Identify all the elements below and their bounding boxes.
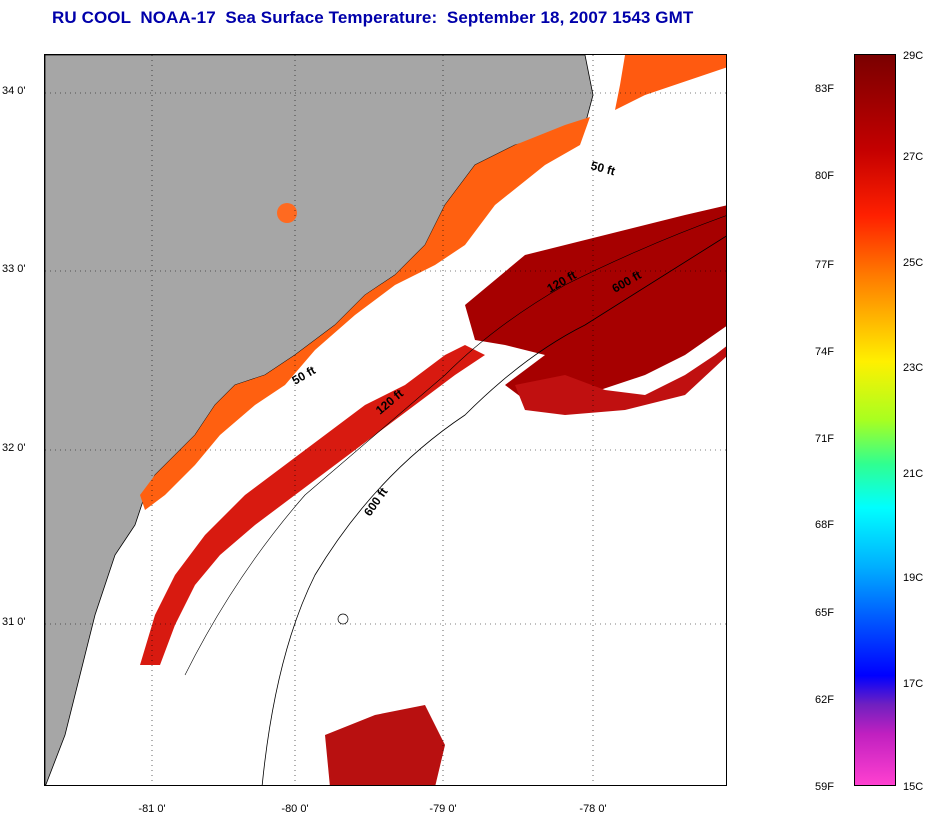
colorbar-label-71F: 71F: [815, 433, 834, 445]
colorbar-label-68F: 68F: [815, 519, 834, 531]
offshore-blob: [277, 203, 297, 223]
warm-midshelf-band: [140, 345, 485, 665]
contour-120ft: [184, 215, 726, 676]
colorbar-label-19C: 19C: [903, 572, 924, 584]
lat-label-34: 34 0': [2, 85, 26, 97]
colorbar-label-83F: 83F: [815, 83, 834, 95]
contour-label-600ft-south: 600 ft: [361, 485, 390, 519]
colorbar-label-15C: 15C: [903, 781, 924, 793]
contour-label-50ft-north: 50 ft: [589, 158, 616, 178]
temperature-colorbar: [854, 54, 896, 786]
colorbar-label-21C: 21C: [903, 468, 924, 480]
lon-label-80: -80 0': [281, 803, 309, 815]
gulf-stream-edge: [515, 346, 726, 415]
graticule: [45, 55, 726, 785]
lat-label-32: 32 0': [2, 442, 26, 454]
colorbar-label-77F: 77F: [815, 259, 834, 271]
colorbar-label-29C: 29C: [903, 50, 924, 62]
gulf-stream-core: [465, 205, 726, 400]
warm-nearshore-north: [615, 55, 726, 110]
colorbar-label-74F: 74F: [815, 346, 834, 358]
lon-label-79: -79 0': [429, 803, 457, 815]
colorbar-label-25C: 25C: [903, 257, 924, 269]
map-title: RU COOL NOAA-17 Sea Surface Temperature:…: [52, 8, 694, 27]
lon-label-81: -81 0': [138, 803, 166, 815]
colorbar-label-62F: 62F: [815, 694, 834, 706]
lon-label-78: -78 0': [579, 803, 607, 815]
sst-map: 50 ft 50 ft 120 ft 120 ft 600 ft 600 ft: [44, 54, 727, 786]
sst-map-canvas: 50 ft 50 ft 120 ft 120 ft 600 ft 600 ft: [45, 55, 726, 785]
colorbar-label-65F: 65F: [815, 607, 834, 619]
lat-label-31: 31 0': [2, 616, 26, 628]
lat-label-33: 33 0': [2, 263, 26, 275]
colorbar-label-17C: 17C: [903, 678, 924, 690]
contour-ring: [337, 613, 349, 625]
warm-nearshore-band: [140, 117, 590, 510]
colorbar-label-59F: 59F: [815, 781, 834, 793]
contour-600ft: [261, 235, 726, 785]
colorbar-label-23C: 23C: [903, 362, 924, 374]
colorbar-label-27C: 27C: [903, 151, 924, 163]
southern-patch: [325, 705, 445, 785]
colorbar-label-80F: 80F: [815, 170, 834, 182]
